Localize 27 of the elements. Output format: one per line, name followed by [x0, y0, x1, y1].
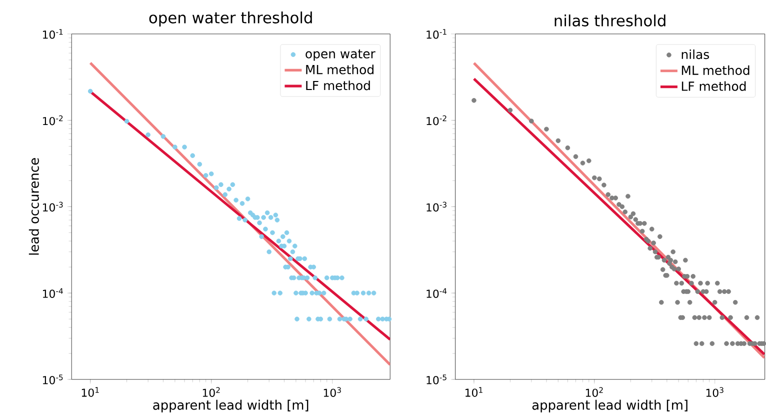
legend-label: ML method: [306, 64, 374, 74]
y-tick-label: 10$^{-2}$: [42, 115, 63, 126]
legend-label: ML method: [682, 65, 750, 75]
y-tick-label: 10$^{-1}$: [426, 28, 446, 39]
x-axis-title: apparent lead width [m]: [532, 400, 688, 412]
y-axis-title: lead occurence: [28, 158, 39, 254]
y-tick-label: 10$^{-4}$: [426, 288, 447, 298]
x-tick-label: 10$^{3}$: [324, 387, 341, 397]
x-tick-label: 10$^{1}$: [82, 386, 99, 397]
x-tick-label: 10$^{2}$: [202, 387, 220, 397]
legend-label: open water: [306, 49, 376, 61]
y-tick-label: 10$^{-5}$: [42, 374, 63, 384]
y-tick-label: 10$^{-3}$: [42, 202, 63, 212]
y-tick-label: 10$^{-2}$: [426, 115, 446, 126]
y-tick-label: 10$^{-4}$: [42, 288, 63, 298]
y-tick-label: 10$^{-5}$: [426, 374, 446, 384]
y-tick-label: 10$^{-3}$: [426, 202, 446, 212]
x-tick-label: 10$^{2}$: [586, 387, 603, 397]
chart-title: open water threshold: [149, 11, 312, 26]
legend-label: LF method: [682, 81, 746, 91]
x-tick-label: 10$^{1}$: [466, 386, 482, 397]
legend-label: LF method: [306, 80, 370, 90]
x-axis-title: apparent lead width [m]: [153, 400, 308, 412]
y-tick-label: 10$^{-1}$: [42, 28, 63, 39]
legend-label: nilas: [682, 49, 710, 59]
chart-title: nilas threshold: [554, 14, 666, 26]
x-tick-label: 10$^{3}$: [706, 387, 724, 397]
